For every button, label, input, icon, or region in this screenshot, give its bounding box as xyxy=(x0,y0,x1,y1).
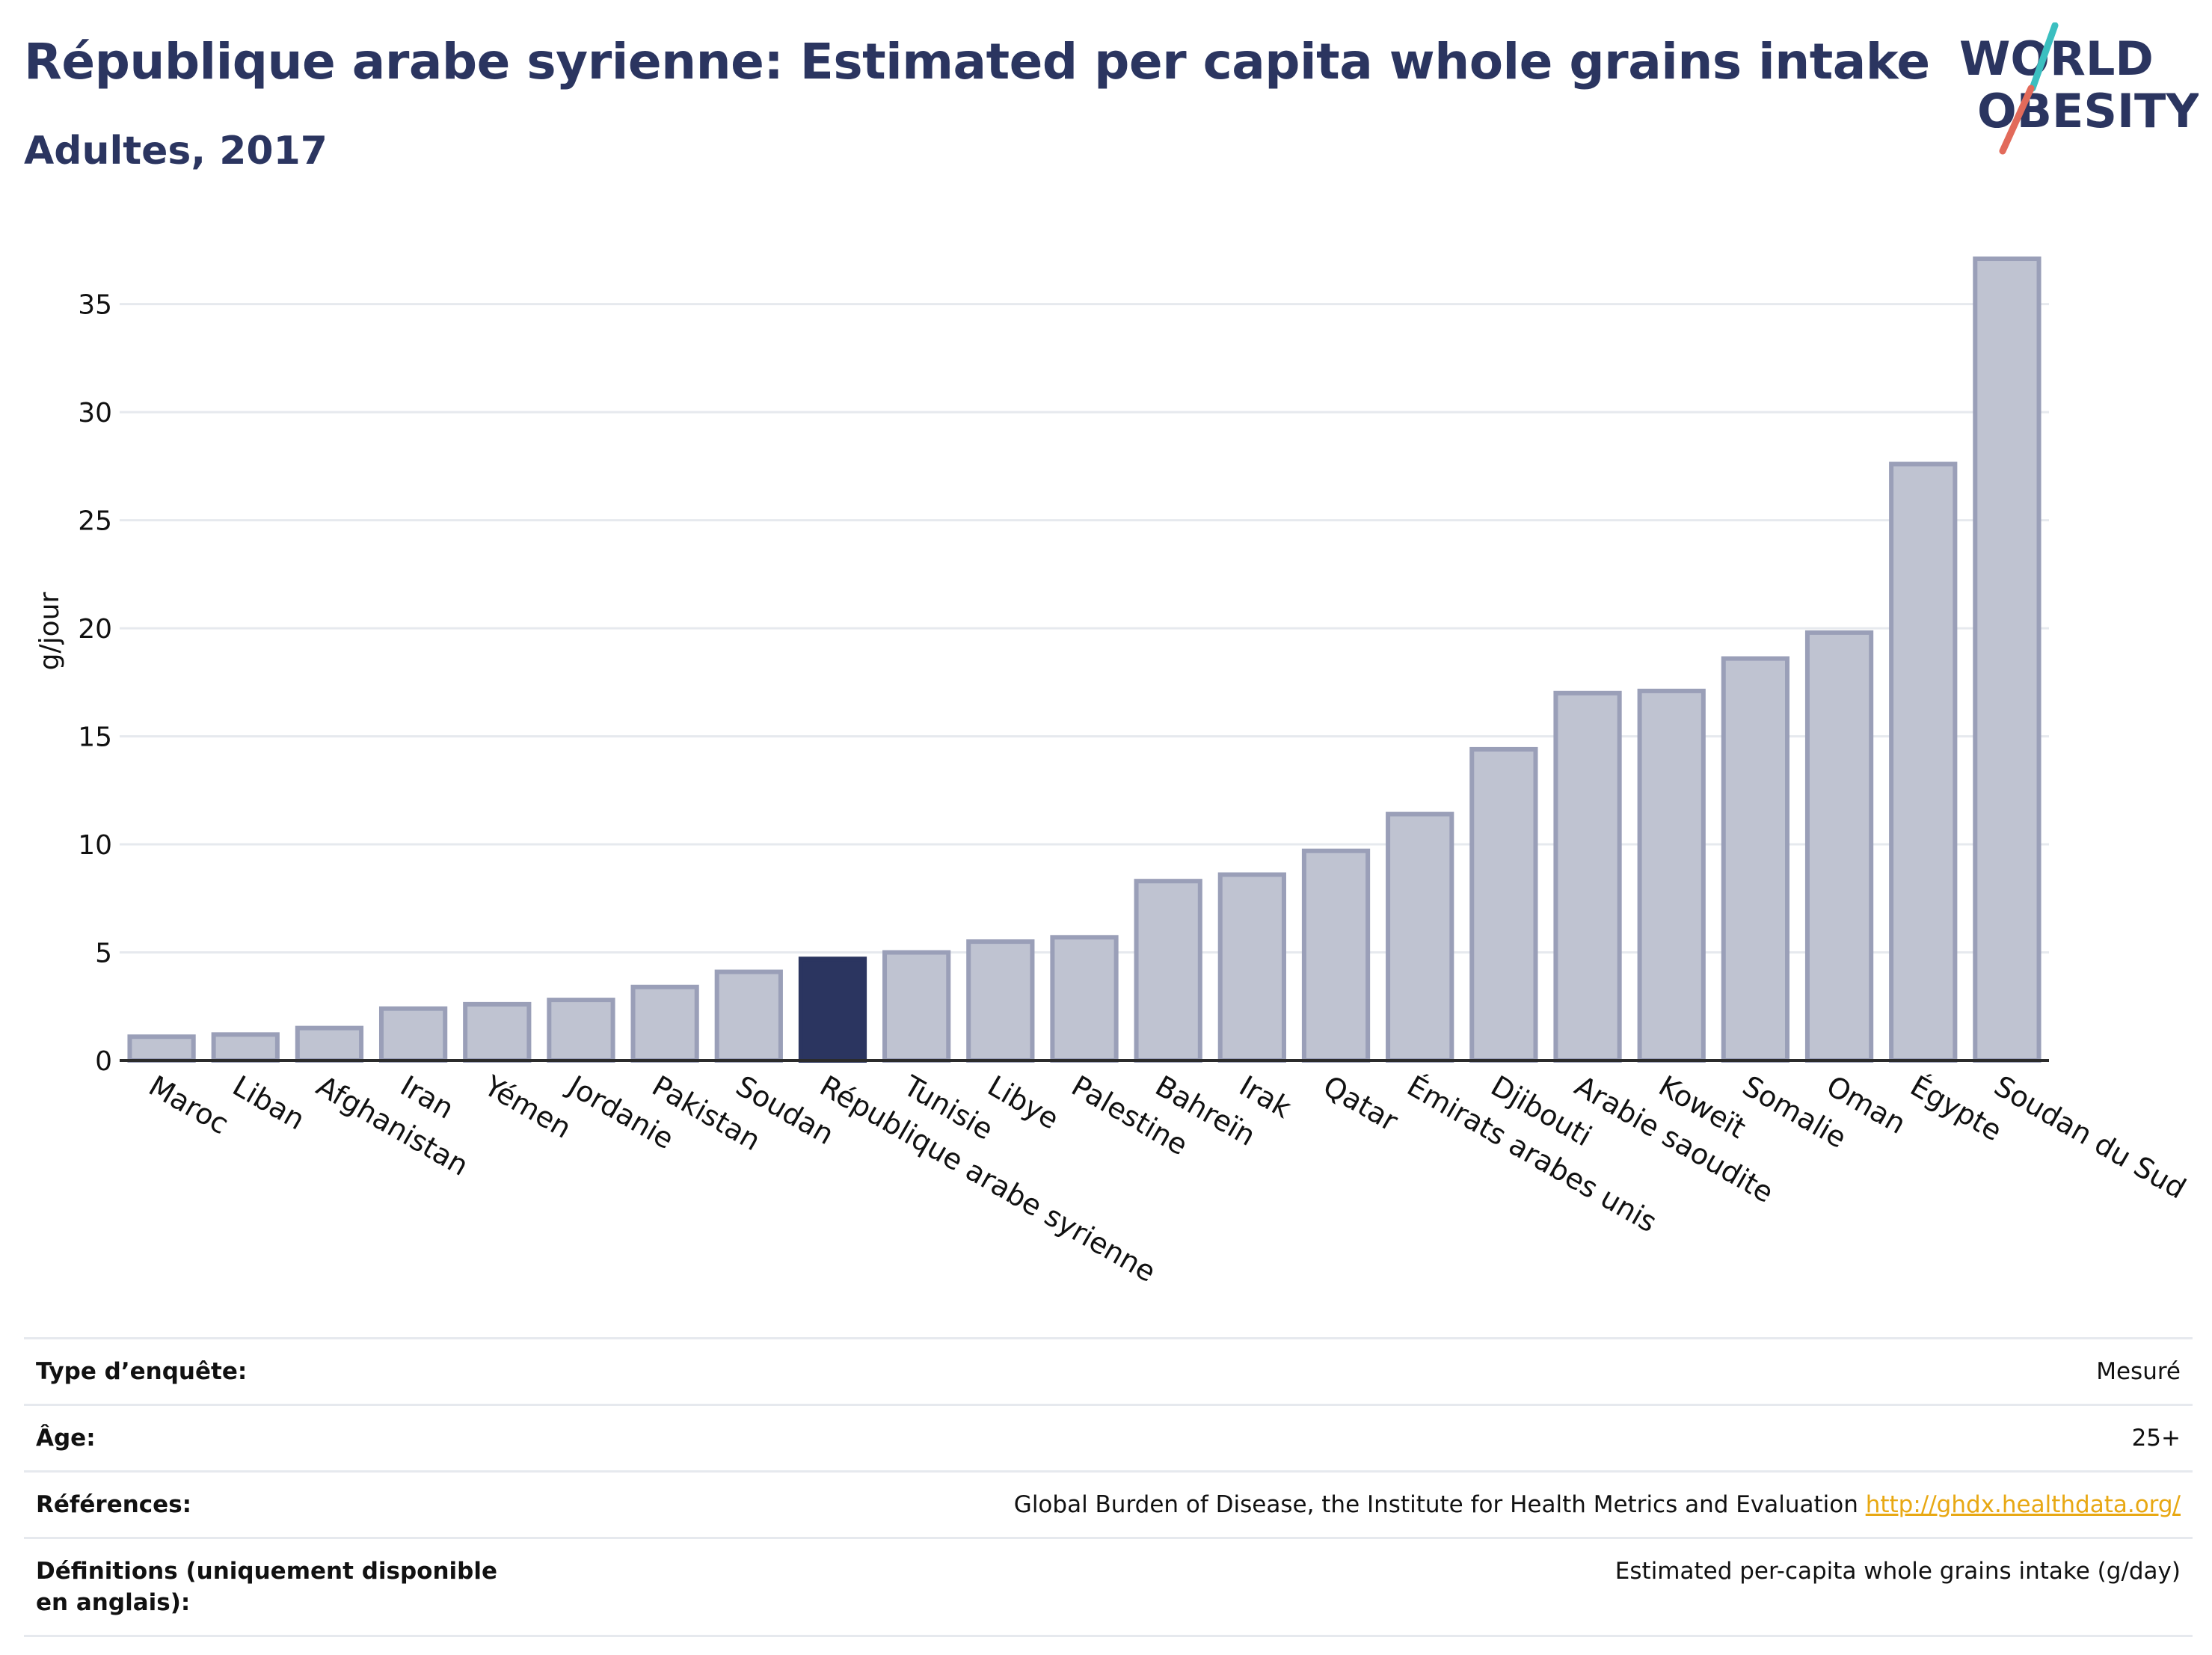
y-tick-label: 15 xyxy=(78,722,112,753)
bar-3 xyxy=(378,1006,448,1063)
bar-20 xyxy=(1804,630,1874,1063)
x-tick-label: Égypte xyxy=(1905,1069,2007,1148)
meta-label: Définitions (uniquement disponible en an… xyxy=(36,1558,498,1616)
x-tick-label: Libye xyxy=(982,1069,1064,1136)
y-axis-title: g/jour xyxy=(34,592,65,670)
meta-row-definitions: Définitions (uniquement disponible en an… xyxy=(24,1538,2193,1636)
meta-label: Type d’enquête: xyxy=(36,1358,248,1385)
meta-row-survey-type: Type d’enquête: Mesuré xyxy=(24,1338,2193,1405)
meta-value: 25+ xyxy=(2131,1425,2181,1452)
y-tick-label: 5 xyxy=(95,939,112,969)
y-tick-label: 25 xyxy=(78,506,112,537)
reference-text: Global Burden of Disease, the Institute … xyxy=(1013,1491,1858,1518)
bar-0 xyxy=(127,1034,196,1063)
bar-1 xyxy=(211,1032,280,1063)
meta-label: Références: xyxy=(36,1491,192,1518)
bar-8 xyxy=(798,957,867,1063)
meta-value: Estimated per-capita whole grains intake… xyxy=(1615,1558,2181,1585)
bar-19 xyxy=(1721,656,1790,1063)
logo-line-1: WORLD xyxy=(1959,31,2154,86)
x-tick-label: Qatar xyxy=(1318,1069,1404,1138)
bars xyxy=(127,257,2042,1063)
bar-10 xyxy=(966,939,1035,1063)
bar-21 xyxy=(1889,461,1958,1063)
bar-13 xyxy=(1217,872,1286,1063)
x-tick-label: Soudan du Sud xyxy=(1988,1069,2191,1206)
bar-17 xyxy=(1553,690,1622,1063)
bar-9 xyxy=(882,950,951,1063)
y-tick-label: 20 xyxy=(78,614,112,645)
logo-slash-red xyxy=(1999,85,2035,155)
x-tick-label: Maroc xyxy=(144,1069,235,1141)
y-tick-label: 30 xyxy=(78,398,112,429)
metadata-table: Type d’enquête: Mesuré Âge: 25+ Référenc… xyxy=(24,1337,2193,1637)
x-tick-label: Liban xyxy=(227,1069,310,1137)
x-tick-label: Yémen xyxy=(478,1069,577,1145)
bar-6 xyxy=(630,984,699,1063)
meta-row-age: Âge: 25+ xyxy=(24,1404,2193,1472)
bar-5 xyxy=(547,998,615,1063)
meta-row-references: Références: Global Burden of Disease, th… xyxy=(24,1471,2193,1538)
bar-11 xyxy=(1050,935,1119,1063)
bar-22 xyxy=(1973,257,2042,1063)
meta-value: Global Burden of Disease, the Institute … xyxy=(526,1472,2193,1538)
bar-12 xyxy=(1134,879,1202,1063)
meta-label: Âge: xyxy=(36,1425,96,1452)
bar-16 xyxy=(1469,746,1538,1063)
y-tick-label: 35 xyxy=(78,290,112,321)
world-obesity-logo: WORLD OBESITY xyxy=(1959,22,2199,155)
y-tick-label: 0 xyxy=(95,1046,112,1077)
bar-7 xyxy=(714,969,783,1063)
meta-value: Mesuré xyxy=(2096,1358,2181,1385)
x-tick-label: Afghanistan xyxy=(311,1069,474,1182)
page-subtitle: Adultes, 2017 xyxy=(24,129,328,174)
page-title: République arabe syrienne: Estimated per… xyxy=(24,33,1930,90)
reference-link[interactable]: http://ghdx.healthdata.org/ xyxy=(1865,1491,2181,1518)
y-axis-ticks: 0 5 10 15 20 25 30 35 xyxy=(78,290,112,1077)
bar-15 xyxy=(1386,811,1454,1063)
bar-2 xyxy=(295,1025,364,1063)
bar-18 xyxy=(1637,688,1706,1063)
bar-14 xyxy=(1301,848,1371,1063)
logo-slash-teal xyxy=(2029,22,2059,92)
y-tick-label: 10 xyxy=(78,830,112,861)
bar-4 xyxy=(463,1001,532,1063)
